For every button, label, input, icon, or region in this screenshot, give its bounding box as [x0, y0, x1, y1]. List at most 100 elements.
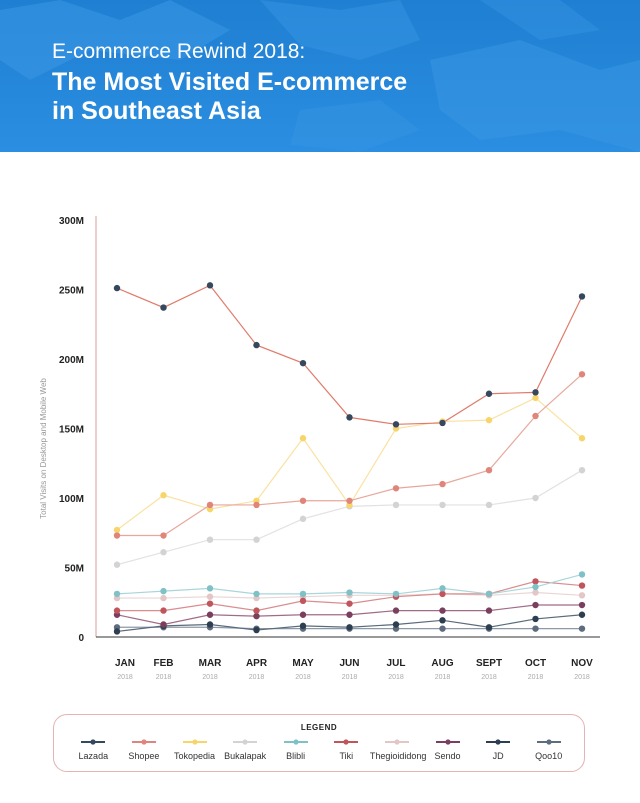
data-point-shopee [439, 480, 446, 488]
legend: LEGEND Lazada Shopee Tokopedia Bukalapak Bli… [53, 714, 585, 772]
data-point-jd [253, 626, 260, 634]
map-background [0, 0, 640, 152]
data-point-bukalapak [578, 467, 586, 474]
x-tick-label: AUG [431, 658, 453, 669]
x-tick-year: 2018 [156, 674, 172, 681]
x-tick-year: 2018 [249, 674, 265, 681]
y-tick-label: 300M [59, 216, 84, 227]
data-point-jd [532, 615, 539, 623]
data-point-qoo10 [439, 625, 446, 632]
data-point-shopee [299, 497, 307, 504]
data-point-qoo10 [532, 625, 539, 632]
data-point-blibli [206, 585, 214, 592]
data-point-lazada [346, 414, 353, 421]
legend-label: Thegioididong [369, 751, 427, 761]
legend-swatch-qoo10 [536, 739, 561, 745]
x-tick-year: 2018 [574, 674, 590, 681]
legend-swatch-shopee [131, 739, 156, 745]
legend-swatch-thegioididong [384, 739, 409, 745]
x-tick-label: OCT [525, 658, 546, 669]
x-tick-year: 2018 [202, 674, 218, 681]
data-point-bukalapak [160, 549, 167, 556]
data-point-shopee [578, 371, 586, 378]
y-tick-label: 250M [59, 286, 84, 297]
data-point-thegioididong [160, 594, 167, 602]
data-point-tokopedia [485, 416, 493, 424]
data-point-sendo [160, 621, 167, 628]
data-point-jd [299, 622, 307, 630]
legend-item-blibli: Blibli [269, 739, 323, 761]
page-title: The Most Visited E-commerce in Southeast… [52, 68, 407, 126]
data-point-bukalapak [485, 501, 493, 509]
legend-label: Shopee [128, 751, 160, 761]
x-tick-label: MAY [292, 658, 314, 669]
data-point-blibli [392, 590, 400, 598]
data-point-sendo [206, 611, 214, 618]
x-tick-label: JUL [387, 658, 406, 669]
x-tick-label: NOV [571, 658, 593, 669]
legend-title: LEGEND [300, 723, 338, 732]
data-point-tiki [299, 597, 307, 605]
data-point-lazada [392, 421, 400, 428]
data-point-sendo [439, 607, 446, 614]
data-point-blibli [578, 571, 586, 578]
data-point-thegioididong [578, 592, 586, 599]
legend-swatch-blibli [283, 739, 308, 745]
legend-item-sendo: Sendo [421, 739, 475, 761]
x-tick-year: 2018 [342, 674, 358, 681]
data-point-tiki [113, 607, 121, 614]
data-point-lazada [299, 359, 307, 367]
y-tick-label: 200M [59, 355, 84, 366]
legend-swatch-jd [486, 739, 511, 745]
data-point-blibli [160, 587, 167, 595]
data-point-tiki [578, 582, 586, 589]
series-line-lazada [116, 284, 583, 425]
data-point-sendo [532, 601, 539, 609]
data-point-bukalapak [392, 501, 400, 509]
data-point-sendo [299, 611, 307, 618]
data-point-blibli [346, 589, 353, 596]
data-point-blibli [299, 590, 307, 598]
x-tick-year: 2018 [117, 674, 133, 681]
x-tick-year: 2018 [481, 674, 497, 681]
legend-label: Lazada [78, 751, 109, 761]
x-tick-label: SEPT [476, 658, 502, 669]
data-point-lazada [206, 282, 214, 289]
data-point-tiki [346, 600, 353, 607]
data-point-sendo [346, 611, 353, 618]
data-point-tokopedia [578, 435, 586, 442]
data-point-tokopedia [113, 526, 121, 534]
data-point-bukalapak [206, 536, 214, 543]
data-point-sendo [578, 601, 586, 609]
x-tick-year: 2018 [295, 674, 311, 681]
data-point-lazada [160, 304, 167, 311]
legend-items: Lazada Shopee Tokopedia Bukalapak Blibli Tiki… [68, 739, 574, 771]
data-point-blibli [113, 590, 121, 598]
header-banner: E-commerce Rewind 2018: The Most Visited… [0, 0, 640, 152]
legend-label: Tokopedia [173, 751, 216, 761]
data-point-shopee [113, 532, 121, 539]
legend-item-thegioididong: Thegioididong [369, 739, 427, 761]
legend-swatch-tiki [334, 739, 359, 745]
data-point-jd [346, 624, 353, 631]
data-point-sendo [485, 607, 493, 614]
data-point-tiki [206, 600, 214, 607]
series-line-bukalapak [116, 469, 583, 566]
data-point-tiki [160, 607, 167, 614]
data-point-tiki [439, 590, 446, 598]
data-point-tokopedia [160, 492, 167, 499]
legend-swatch-lazada [81, 739, 106, 745]
header-pretitle: E-commerce Rewind 2018: [52, 40, 306, 63]
x-tick-label: JUN [339, 658, 359, 669]
legend-item-bukalapak: Bukalapak [218, 739, 272, 761]
data-point-tokopedia [299, 435, 307, 442]
data-point-jd [206, 621, 214, 628]
y-axis-title: Total Visits on Desktop and Mobile Web [39, 378, 48, 519]
legend-item-jd: JD [471, 739, 525, 761]
x-tick-label: JAN [115, 658, 135, 669]
data-point-lazada [578, 293, 586, 300]
data-point-bukalapak [299, 515, 307, 523]
data-point-shopee [206, 501, 214, 509]
data-point-shopee [485, 467, 493, 474]
